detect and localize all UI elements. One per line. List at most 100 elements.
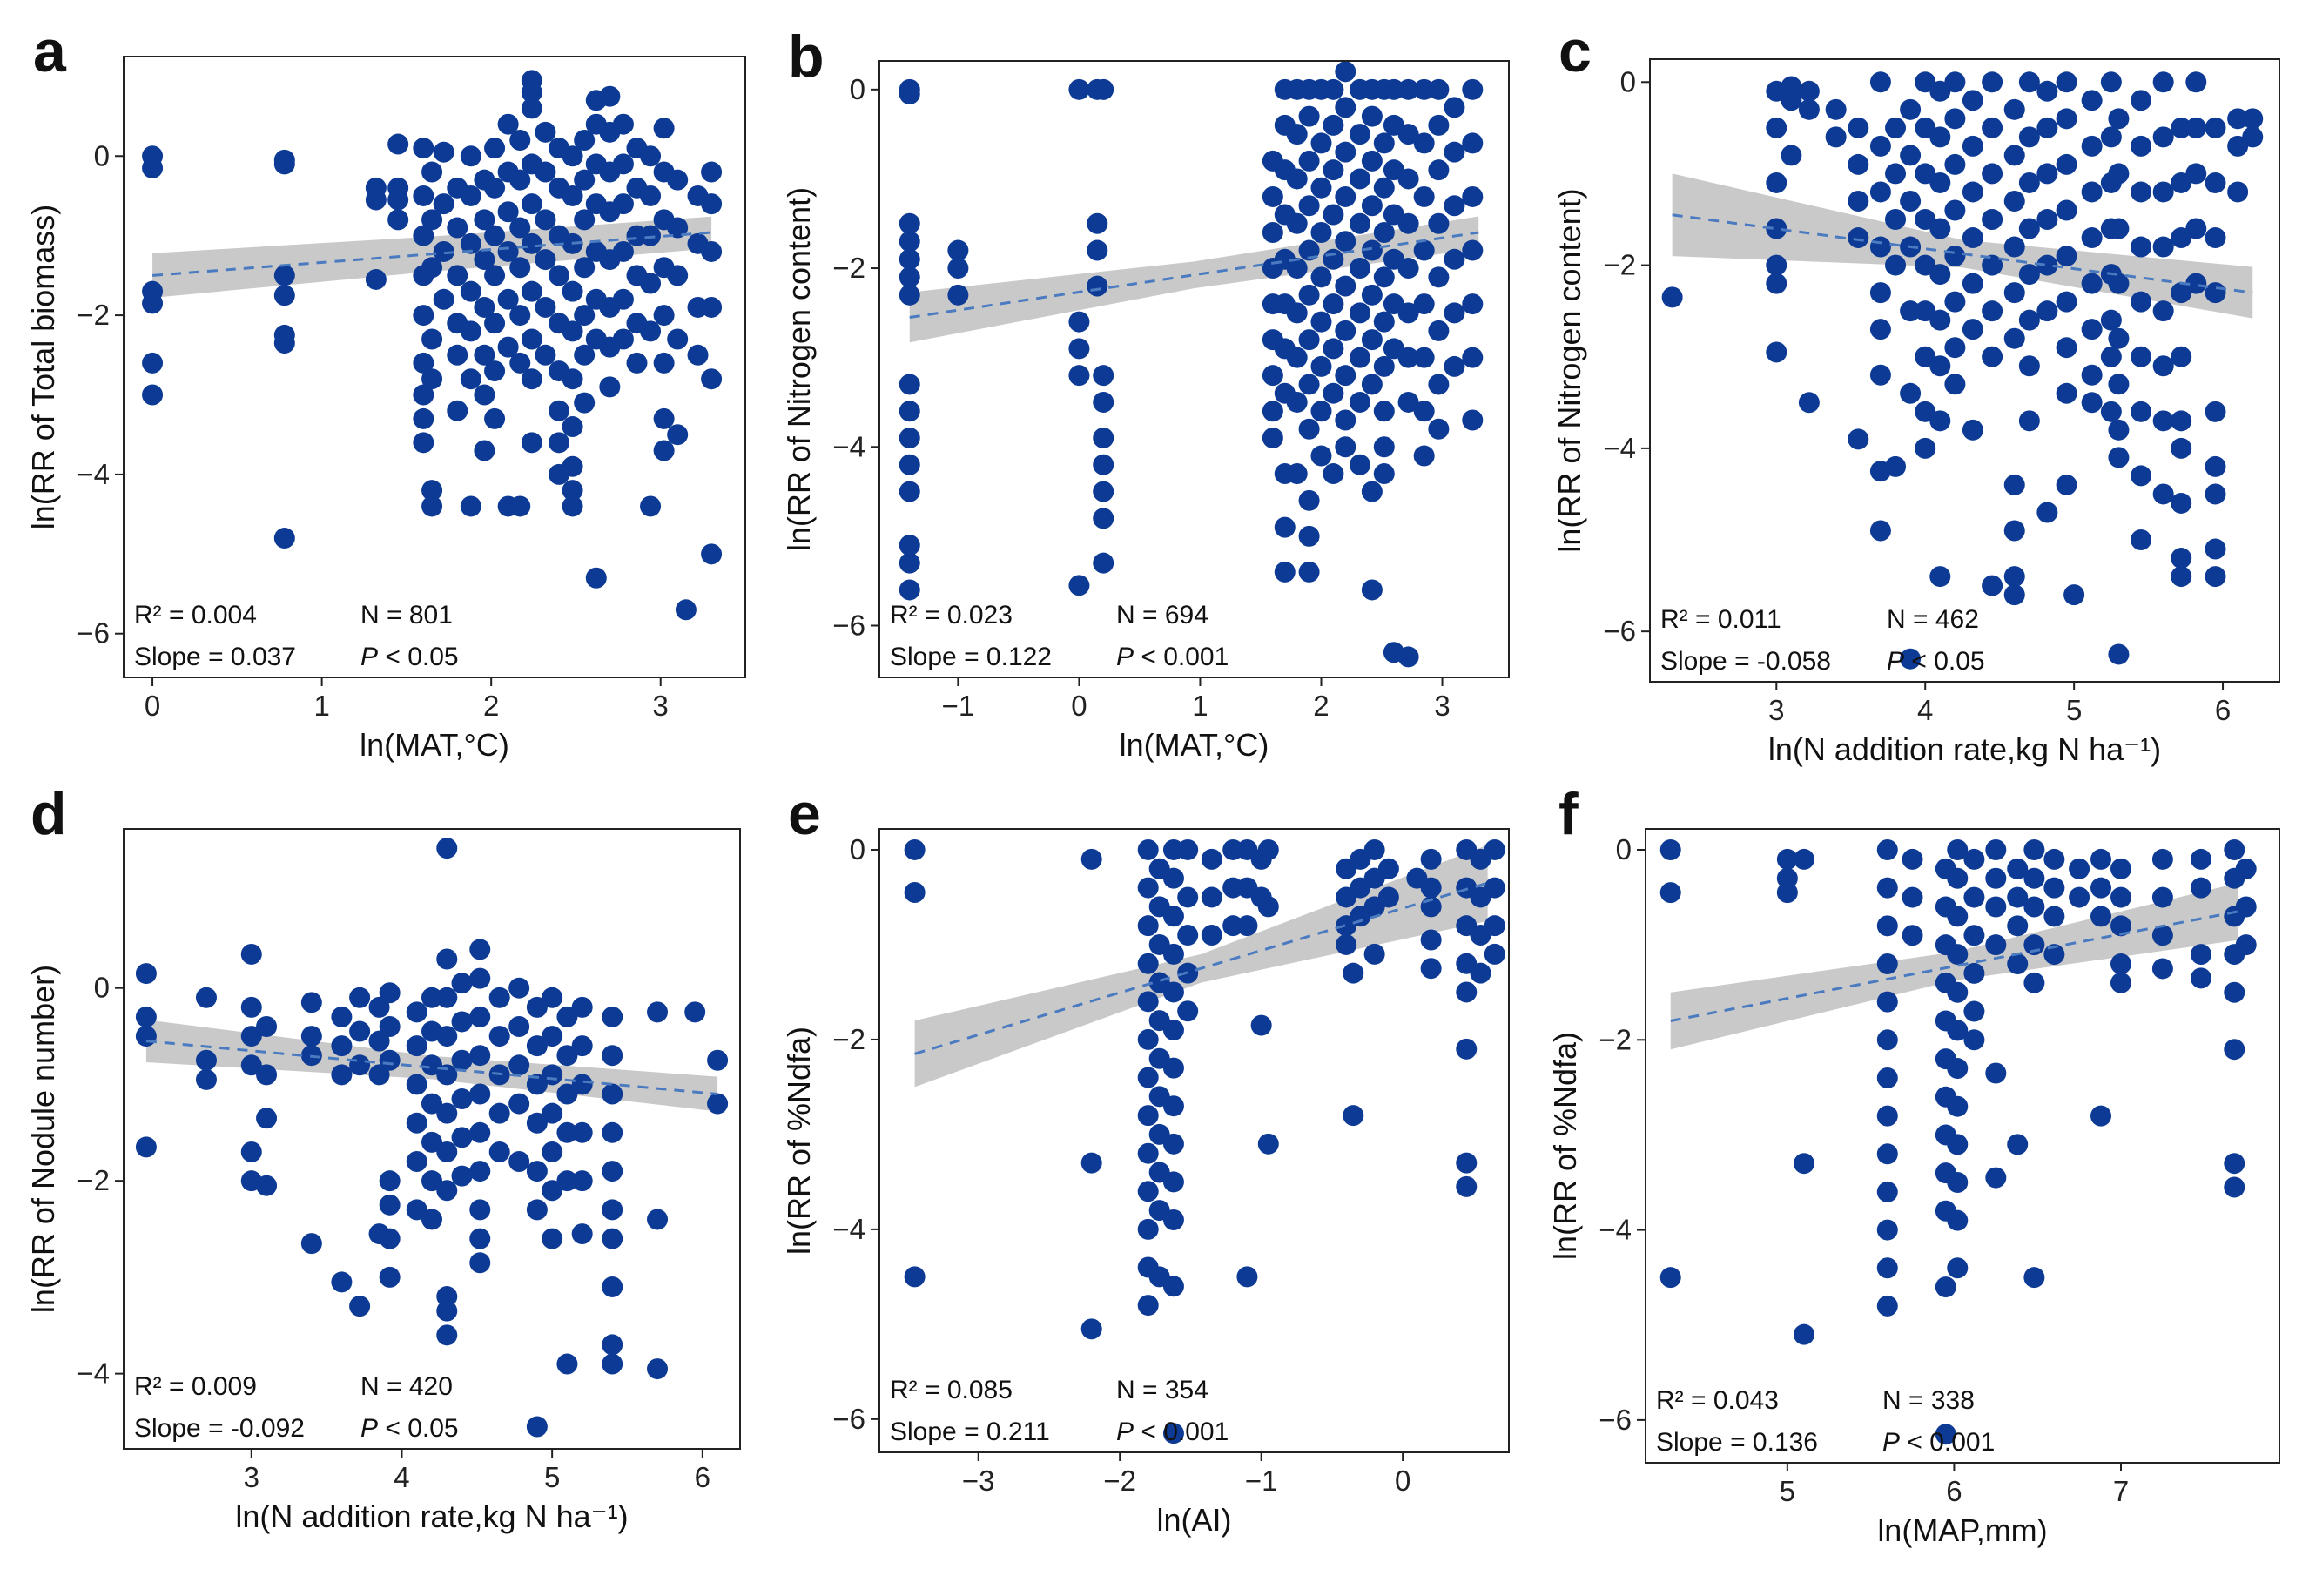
data-point [195, 1049, 217, 1071]
data-point [331, 1035, 353, 1057]
data-point [2151, 958, 2173, 980]
data-point [2131, 465, 2152, 487]
data-point [526, 1161, 548, 1182]
data-point [1274, 516, 1296, 538]
data-point [1298, 418, 1320, 440]
data-point [1462, 347, 1484, 368]
data-point [1947, 1058, 1969, 1080]
data-point [1876, 839, 1898, 861]
data-point [2151, 848, 2173, 870]
data-point [460, 232, 481, 254]
data-point [2007, 915, 2029, 937]
data-point [1428, 212, 1450, 234]
data-point [521, 280, 542, 302]
data-point [1093, 78, 1114, 100]
data-point [1361, 239, 1383, 261]
data-point [2036, 254, 2058, 276]
y-tick-label: −6 [77, 617, 110, 650]
data-point [2205, 117, 2226, 138]
data-point [1093, 481, 1114, 502]
data-points [904, 838, 1505, 1444]
data-point [488, 1026, 510, 1047]
data-point [1162, 1423, 1184, 1444]
data-point [379, 1049, 401, 1071]
data-point [469, 1252, 491, 1274]
y-axis-label: ln(RR of Nodule number) [25, 965, 61, 1313]
data-point [1982, 254, 2003, 276]
data-point [542, 987, 563, 1008]
data-point [1428, 78, 1450, 100]
r-squared-label: R² = 0.085 [890, 1376, 1013, 1404]
data-point [2056, 153, 2077, 175]
data-point [562, 185, 583, 206]
data-point [406, 1035, 427, 1057]
data-point [1298, 525, 1320, 547]
data-point [497, 201, 519, 223]
data-point [2131, 135, 2152, 157]
data-point [1929, 309, 1951, 331]
data-point [497, 113, 519, 135]
data-point [406, 1112, 427, 1134]
data-point [1310, 401, 1332, 422]
sample-size-label: N = 420 [360, 1372, 453, 1401]
data-point [1137, 838, 1159, 860]
data-point [602, 1228, 623, 1249]
data-point [562, 280, 583, 302]
data-point [1298, 329, 1320, 351]
x-tick-label: 4 [394, 1461, 409, 1493]
regression-line [145, 1040, 718, 1096]
x-tick-label: 6 [2215, 694, 2231, 726]
data-point [562, 368, 583, 390]
data-point [1885, 163, 1907, 185]
data-point [1068, 338, 1090, 360]
data-point [1335, 365, 1356, 387]
data-point [1985, 896, 2007, 918]
data-point [497, 240, 519, 262]
data-point [2131, 291, 2152, 313]
data-point [1323, 463, 1344, 485]
data-point [1087, 212, 1108, 234]
data-point [142, 157, 164, 178]
data-point [1137, 1181, 1159, 1202]
data-point [1162, 1095, 1184, 1117]
x-axis-label: ln(N addition rate,kg N ha⁻¹) [235, 1498, 628, 1534]
data-point [1310, 177, 1332, 199]
data-point [1869, 282, 1891, 304]
data-point [508, 1015, 530, 1037]
data-point [526, 996, 548, 1018]
y-tick-label: −2 [1603, 249, 1636, 281]
data-point [488, 987, 510, 1008]
data-point [1137, 877, 1159, 899]
data-point [1383, 78, 1404, 100]
data-point [1428, 374, 1450, 395]
data-point [1766, 117, 1787, 138]
data-point [571, 1121, 593, 1143]
data-point [451, 1088, 473, 1110]
data-point [1262, 428, 1283, 449]
data-point [451, 973, 473, 994]
data-point [195, 987, 217, 1008]
data-point [509, 305, 531, 327]
data-point [899, 535, 920, 556]
data-point [421, 987, 442, 1008]
data-point [904, 838, 926, 860]
data-point [1947, 1134, 1969, 1155]
p-value-label: P < 0.05 [360, 643, 459, 671]
data-point [365, 268, 387, 290]
x-tick-label: 5 [544, 1461, 560, 1493]
data-points [142, 70, 723, 621]
data-point [421, 1131, 442, 1153]
y-tick-label: 0 [1620, 65, 1636, 98]
panel-letter: c [1558, 18, 1592, 84]
data-point [1444, 195, 1465, 217]
data-point [1162, 1171, 1184, 1193]
data-point [612, 113, 634, 135]
data-point [1947, 1095, 1969, 1117]
data-point [2100, 126, 2122, 148]
data-point [2108, 447, 2130, 468]
y-tick-label: −6 [832, 609, 865, 641]
data-point [1068, 575, 1090, 596]
data-point [1962, 181, 1983, 203]
data-point [436, 1180, 458, 1202]
data-point [1137, 1105, 1159, 1127]
